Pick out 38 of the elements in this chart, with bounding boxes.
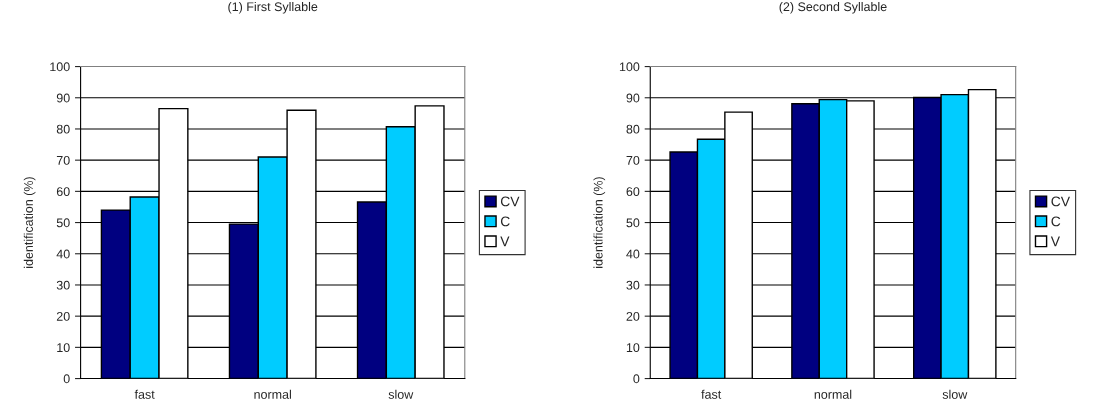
y-tick-label: 100 <box>619 62 640 72</box>
y-tick-label: 30 <box>56 280 70 290</box>
y-tick-label: 0 <box>633 374 640 384</box>
x-tick-label: slow <box>942 389 968 399</box>
y-tick-label: 50 <box>626 218 640 228</box>
x-tick-label: slow <box>388 389 414 399</box>
y-axis-title: identification (%) <box>593 177 606 268</box>
y-tick-label: 10 <box>626 343 640 353</box>
y-tick-label: 70 <box>56 155 70 165</box>
y-tick-label: 20 <box>56 311 70 321</box>
legend-label: CV <box>500 196 520 207</box>
y-tick-label: 20 <box>626 311 640 321</box>
x-tick-label: normal <box>254 389 291 399</box>
chart-title: (1) First Syllable <box>228 1 318 14</box>
legend-label: V <box>1050 236 1060 247</box>
y-tick-label: 50 <box>56 218 70 228</box>
y-tick-label: 80 <box>56 124 70 134</box>
y-tick-label: 80 <box>626 124 640 134</box>
y-tick-label: 40 <box>626 249 640 259</box>
y-tick-label: 0 <box>63 374 70 384</box>
legend-label: C <box>500 216 510 227</box>
x-tick-label: fast <box>701 389 722 399</box>
y-tick-label: 90 <box>626 93 640 103</box>
y-tick-label: 30 <box>626 280 640 290</box>
legend-label: C <box>1051 216 1061 227</box>
y-tick-label: 40 <box>56 249 70 259</box>
y-tick-label: 10 <box>57 343 70 353</box>
legend-label: CV <box>1051 196 1070 207</box>
chart-title: (2) Second Syllable <box>779 1 887 14</box>
y-tick-label: 90 <box>56 93 70 103</box>
y-tick-label: 60 <box>626 187 640 197</box>
y-tick-label: 60 <box>56 187 70 197</box>
y-axis-title: identification (%) <box>23 177 36 268</box>
y-tick-label: 70 <box>626 155 640 165</box>
x-tick-label: fast <box>134 389 155 399</box>
y-tick-label: 100 <box>50 62 70 72</box>
x-tick-label: normal <box>814 389 852 399</box>
legend-label: V <box>500 236 510 247</box>
